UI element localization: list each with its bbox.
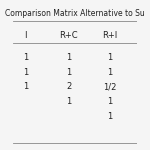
Text: 2: 2 xyxy=(66,82,71,91)
Text: Comparison Matrix Alternative to Su: Comparison Matrix Alternative to Su xyxy=(5,9,145,18)
Text: 1: 1 xyxy=(23,68,28,77)
Text: 1: 1 xyxy=(107,112,112,121)
Text: 1: 1 xyxy=(66,68,71,77)
Text: 1: 1 xyxy=(107,53,112,62)
Text: 1: 1 xyxy=(107,97,112,106)
Text: 1: 1 xyxy=(66,53,71,62)
Text: 1: 1 xyxy=(23,53,28,62)
Text: R+C: R+C xyxy=(60,31,78,40)
Text: R+I: R+I xyxy=(102,31,117,40)
Text: 1: 1 xyxy=(23,82,28,91)
Text: 1: 1 xyxy=(66,97,71,106)
Text: I: I xyxy=(24,31,27,40)
Text: 1/2: 1/2 xyxy=(103,82,116,91)
Text: 1: 1 xyxy=(107,68,112,77)
